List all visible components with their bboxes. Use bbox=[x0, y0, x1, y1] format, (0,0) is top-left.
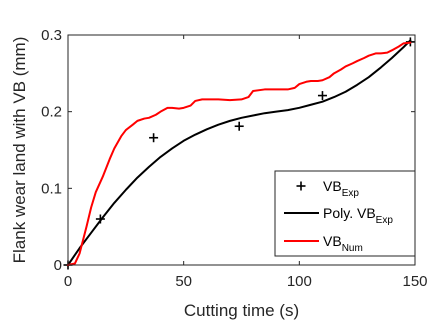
y-tick-label: 0.1 bbox=[41, 180, 62, 197]
series-layer bbox=[63, 37, 415, 270]
series-line-vbnum bbox=[67, 41, 412, 266]
y-tick-label: 0 bbox=[54, 257, 62, 274]
data-point-vb-exp bbox=[234, 121, 244, 131]
x-tick-label: 100 bbox=[287, 273, 312, 290]
legend-entry-subscript: Num bbox=[342, 243, 363, 254]
axes-layer bbox=[67, 34, 416, 266]
data-point-vb-exp bbox=[149, 133, 159, 143]
legend-entry-name: VB bbox=[323, 178, 342, 194]
legend-entry-label: VBNum bbox=[323, 233, 363, 254]
legend-entry-name: Poly. VB bbox=[323, 205, 376, 221]
x-tick-label: 50 bbox=[175, 273, 192, 290]
legend-entry-subscript: Exp bbox=[342, 188, 360, 199]
x-tick-label: 0 bbox=[64, 273, 72, 290]
axes-box bbox=[67, 34, 416, 266]
y-tick-label: 0.3 bbox=[41, 27, 62, 44]
y-axis-label: Flank wear land with VB (mm) bbox=[10, 37, 29, 264]
data-point-vb-exp bbox=[317, 91, 327, 101]
x-tick-label: 150 bbox=[402, 273, 427, 290]
legend-symbol bbox=[296, 181, 306, 191]
legend-entry-label: VBExp bbox=[323, 178, 359, 199]
legend-entry-subscript: Exp bbox=[376, 215, 394, 226]
y-tick-label: 0.2 bbox=[41, 104, 62, 121]
x-axis-label: Cutting time (s) bbox=[184, 301, 299, 320]
series-line-poly-vbexp bbox=[67, 39, 412, 266]
legend-entry-name: VB bbox=[323, 233, 342, 249]
ticks-layer: 0 50 100 150 0 0.1 0.2 0.3 bbox=[41, 27, 427, 290]
legend-entry-label: Poly. VBExp bbox=[323, 205, 393, 226]
